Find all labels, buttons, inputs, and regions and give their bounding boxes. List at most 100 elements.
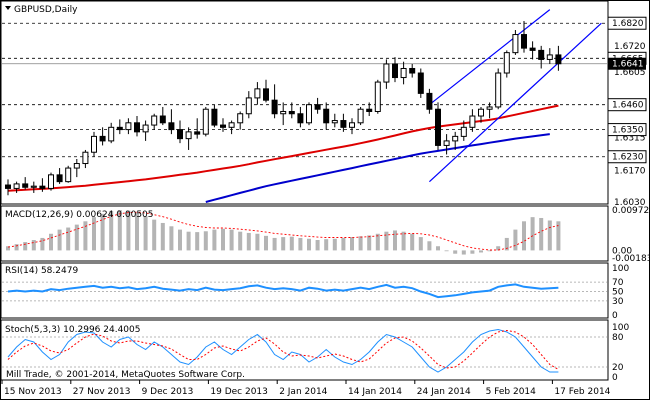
candle	[357, 106, 364, 126]
candle	[460, 120, 467, 141]
candle	[546, 48, 553, 64]
candle	[486, 102, 493, 119]
candle-body-bear	[271, 99, 278, 115]
level-price-label: 1.6460	[612, 101, 644, 111]
candle	[202, 106, 209, 137]
time-tick-label: 27 Nov 2013	[73, 387, 131, 397]
copyright-watermark: Mill Trade, © 2001-2014, MetaQuotes Soft…	[6, 370, 245, 380]
macd-tick-label: -0.00183	[612, 254, 650, 264]
macd-bar	[358, 236, 363, 251]
candle-body-bull	[13, 183, 20, 189]
candle	[366, 102, 373, 117]
candle-body-bull	[331, 120, 338, 124]
macd-bar	[375, 233, 380, 251]
macd-bar	[152, 219, 157, 251]
candle	[374, 79, 381, 114]
macd-bar	[195, 232, 200, 251]
candle	[417, 68, 424, 98]
candle	[142, 120, 149, 141]
macd-tick-label: 0.00972	[612, 206, 649, 216]
macd-bar	[83, 221, 88, 251]
candle	[263, 79, 269, 103]
macd-bar	[556, 221, 561, 251]
candle-body-bear	[177, 129, 183, 140]
macd-bar	[298, 237, 303, 251]
time-tick-label: 14 Jan 2014	[348, 387, 402, 397]
time-tick-label: 2 Jan 2014	[279, 387, 327, 397]
candle	[99, 127, 106, 146]
candle-body-bull	[374, 81, 381, 112]
macd-bar	[126, 210, 131, 251]
candle-body-bear	[529, 47, 536, 51]
candle-body-bull	[228, 122, 235, 128]
rsi-tick-label: 50	[612, 288, 624, 298]
candle	[349, 118, 355, 135]
macd-bar	[324, 239, 329, 251]
candle	[409, 63, 416, 78]
candle	[82, 149, 89, 169]
macd-bar	[427, 241, 432, 251]
macd-bar	[109, 210, 114, 251]
macd-bar	[479, 250, 483, 253]
macd-bar	[117, 210, 122, 251]
level-price-box	[607, 16, 647, 30]
stoch-tick-label: 100	[612, 323, 629, 333]
macd-title: MACD(12,26,9) 0.00624 0.00505	[5, 210, 154, 220]
symbol-title: GBPUSD,Daily	[14, 5, 78, 15]
macd-bar	[341, 237, 346, 251]
macd-bar	[255, 233, 260, 251]
candle	[452, 131, 459, 150]
candle-body-bear	[417, 72, 424, 94]
macd-bar	[100, 213, 105, 251]
candle	[151, 113, 158, 130]
triangle-down-icon[interactable]	[5, 6, 11, 10]
candle	[280, 102, 287, 126]
candle	[383, 59, 390, 89]
candle-body-bull	[443, 140, 450, 146]
candle	[392, 57, 398, 83]
candle-body-bear	[409, 67, 416, 74]
macd-bar	[522, 221, 526, 251]
candle	[108, 122, 115, 144]
candle-body-bull	[151, 115, 158, 126]
level-price-label: 1.6820	[612, 19, 644, 29]
candle	[288, 102, 295, 119]
candle-body-bull	[185, 131, 192, 140]
rsi-title: RSI(14) 58.2479	[5, 266, 78, 276]
candle	[512, 30, 519, 55]
macd-bar	[453, 250, 458, 254]
ma-blue-line	[205, 133, 550, 203]
macd-bar	[66, 227, 71, 251]
macd-bar	[40, 237, 45, 251]
candle	[340, 113, 347, 132]
candle	[555, 45, 562, 71]
candle-body-bull	[245, 97, 252, 115]
candle-body-bull	[237, 113, 244, 124]
time-tick-label: 19 Dec 2013	[210, 387, 268, 397]
price-tick-label: 1.6315	[614, 134, 646, 144]
macd-bar	[6, 246, 10, 251]
price-tick-label: 1.6605	[614, 68, 646, 78]
rsi-tick-label: 0	[612, 311, 618, 321]
level-price-label: 1.6350	[612, 126, 644, 136]
stoch-tick-label: 20	[612, 363, 624, 373]
macd-bar	[444, 250, 449, 252]
level-price-box	[607, 150, 647, 164]
candle-body-bear	[211, 108, 218, 126]
macd-bar	[307, 238, 311, 251]
candle-body-bull	[82, 151, 89, 165]
candle-body-bull	[357, 108, 364, 124]
candle	[469, 109, 476, 132]
candle-body-bear	[435, 108, 441, 146]
candle	[254, 82, 261, 105]
candle-body-bull	[383, 63, 390, 83]
macd-signal-line	[7, 211, 559, 251]
candle	[65, 165, 72, 183]
candle-body-bull	[30, 185, 37, 188]
macd-bar	[238, 231, 243, 251]
candle-body-bull	[254, 88, 261, 99]
candle-body-bear	[314, 104, 321, 110]
time-tick-label: 15 Nov 2013	[4, 387, 62, 397]
